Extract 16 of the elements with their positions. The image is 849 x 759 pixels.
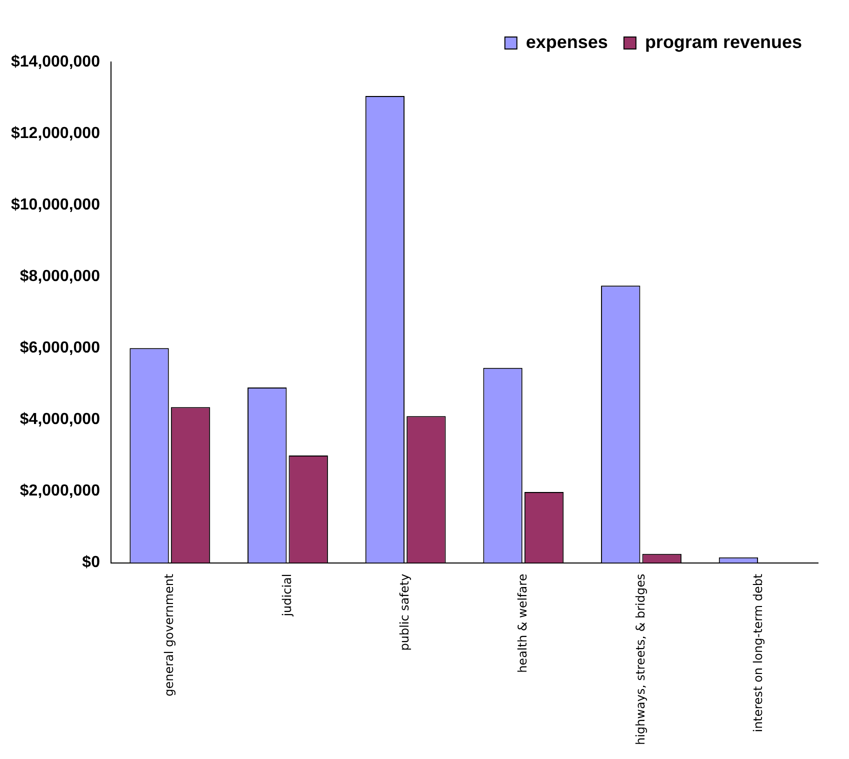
x-tick-label: public safety bbox=[398, 574, 412, 651]
y-tick-label: $6,000,000 bbox=[20, 340, 100, 357]
y-tick-label: $0 bbox=[82, 554, 100, 572]
legend-label: program revenues bbox=[644, 32, 802, 52]
y-tick-label: $12,000,000 bbox=[10, 124, 100, 142]
x-tick-label: interest on long-term debt bbox=[751, 573, 766, 732]
y-tick-label: $10,000,000 bbox=[10, 196, 100, 214]
legend-label: expenses bbox=[526, 32, 608, 52]
y-tick-label: $14,000,000 bbox=[10, 53, 100, 70]
x-tick-label: judicial bbox=[280, 574, 294, 618]
y-tick-label: $8,000,000 bbox=[20, 268, 100, 286]
y-tick-label: $4,000,000 bbox=[20, 411, 100, 428]
x-tick-label: health & welfare bbox=[516, 574, 530, 673]
x-tick-label: general government bbox=[162, 573, 176, 696]
x-tick-label: highways, streets, & bridges bbox=[633, 574, 648, 745]
y-tick-label: $2,000,000 bbox=[20, 482, 100, 500]
